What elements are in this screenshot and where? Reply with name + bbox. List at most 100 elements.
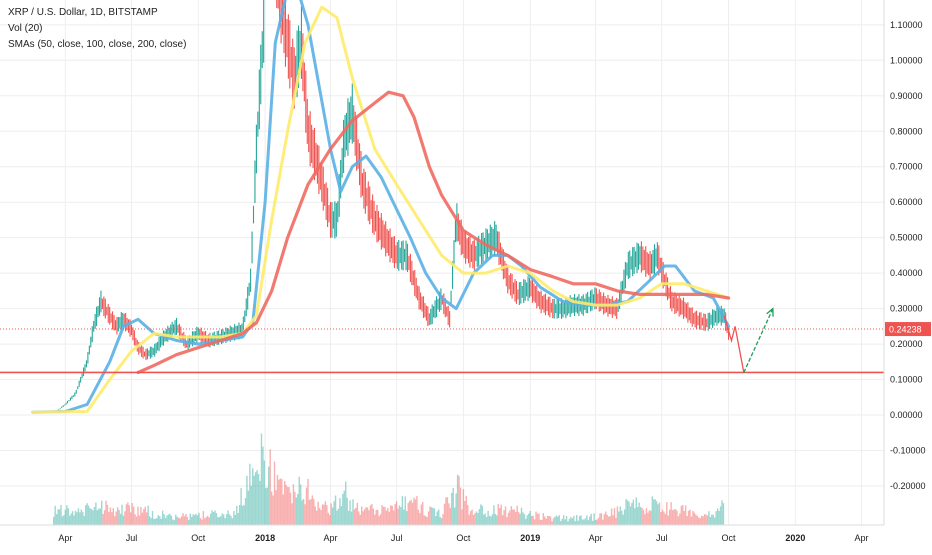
y-tick-label: 0.00000 <box>890 410 923 420</box>
volume-indicator-label[interactable]: Vol (20) <box>8 23 43 34</box>
volume-bar <box>481 505 483 525</box>
volume-bar <box>138 515 141 525</box>
volume-bar <box>471 509 473 525</box>
volume-bar <box>469 511 472 525</box>
x-tick-label: Oct <box>456 533 471 543</box>
volume-bar <box>70 513 72 525</box>
volume-bar <box>645 508 648 525</box>
volume-bar <box>648 510 651 525</box>
volume-bar <box>605 511 607 525</box>
volume-bar <box>217 517 219 525</box>
volume-bar <box>292 484 295 525</box>
volume-bar <box>475 511 478 525</box>
y-tick-label: 0.20000 <box>890 339 923 349</box>
volume-bar <box>285 485 287 525</box>
volume-bar <box>195 513 197 525</box>
volume-bar <box>86 503 88 525</box>
volume-bar <box>567 521 569 525</box>
volume-bar <box>98 508 100 525</box>
volume-bar <box>690 516 693 525</box>
volume-bar <box>188 519 190 525</box>
volume-bar <box>660 512 662 525</box>
volume-bar <box>127 502 129 525</box>
volume-bar <box>401 496 404 525</box>
volume-bar <box>561 518 563 525</box>
volume-bar <box>112 508 114 525</box>
volume-bar <box>394 504 396 525</box>
volume-bar <box>327 512 329 525</box>
volume-bar <box>528 513 530 525</box>
volume-bar <box>53 516 55 525</box>
volume-bar <box>629 506 632 525</box>
volume-bar <box>128 505 130 525</box>
y-axis[interactable]: 1.10000 1.00000 0.90000 0.80000 0.70000 0.600… <box>883 0 931 525</box>
volume-bar <box>61 516 64 525</box>
x-axis[interactable]: Apr Jul Oct 2018 Apr Jul Oct 2019 Apr Jul Oct 2020 A… <box>0 524 884 543</box>
volume-bar <box>716 508 719 525</box>
volume-bar <box>346 497 348 525</box>
volume-bar <box>467 504 469 525</box>
x-tick-label: Jul <box>656 533 668 543</box>
volume-bar <box>436 511 438 525</box>
y-tick-label: 1.00000 <box>890 55 923 65</box>
volume-bar <box>179 518 181 525</box>
volume-bar <box>654 499 656 525</box>
volume-bar <box>209 513 212 525</box>
volume-bar <box>84 505 87 525</box>
volume-bar <box>159 516 161 525</box>
volume-bars <box>53 433 725 525</box>
volume-bar <box>202 511 205 525</box>
volume-bar <box>163 514 165 525</box>
volume-bar <box>176 516 178 525</box>
volume-bar <box>299 484 302 525</box>
projection-down-line <box>723 315 745 373</box>
volume-bar <box>359 514 361 525</box>
x-tick-label: Oct <box>191 533 206 543</box>
volume-bar <box>422 501 424 525</box>
volume-bar <box>111 512 113 525</box>
volume-bar <box>114 516 116 525</box>
volume-bar <box>478 508 481 525</box>
volume-bar <box>243 505 245 525</box>
volume-bar <box>597 517 600 525</box>
volume-bar <box>326 505 328 525</box>
volume-bar <box>317 501 319 525</box>
volume-bar <box>711 514 713 525</box>
volume-bar <box>693 512 696 525</box>
volume-bar <box>282 494 284 525</box>
volume-bar <box>573 515 575 525</box>
volume-bar <box>66 505 68 525</box>
x-tick-label: 2018 <box>255 533 275 543</box>
volume-bar <box>371 504 373 525</box>
volume-bar <box>237 513 239 525</box>
volume-bar <box>700 515 703 525</box>
volume-bar <box>439 516 441 525</box>
volume-bar <box>225 514 228 525</box>
volume-bar <box>387 507 389 525</box>
volume-bar <box>160 518 162 525</box>
x-tick-label: Apr <box>589 533 603 543</box>
volume-bar <box>268 466 270 525</box>
volume-bar <box>487 510 489 525</box>
volume-bar <box>500 504 502 525</box>
volume-bar <box>224 518 226 525</box>
projection-up-line <box>743 308 774 373</box>
volume-bar <box>205 516 207 525</box>
sma-indicator-label[interactable]: SMAs (50, close, 100, close, 200, close) <box>8 39 187 50</box>
volume-bar <box>108 511 110 525</box>
volume-bar <box>410 499 412 525</box>
symbol-title[interactable]: XRP / U.S. Dollar, 1D, BITSTAMP <box>8 7 158 18</box>
volume-bar <box>655 501 658 525</box>
volume-bar <box>520 507 523 525</box>
volume-bar <box>429 506 431 525</box>
volume-bar <box>712 514 714 525</box>
volume-bar <box>533 519 536 525</box>
volume-bar <box>702 516 704 525</box>
volume-bar <box>657 504 659 525</box>
volume-bar <box>222 514 225 525</box>
volume-bar <box>555 515 558 525</box>
volume-bar <box>177 517 180 525</box>
volume-bar <box>510 506 513 525</box>
